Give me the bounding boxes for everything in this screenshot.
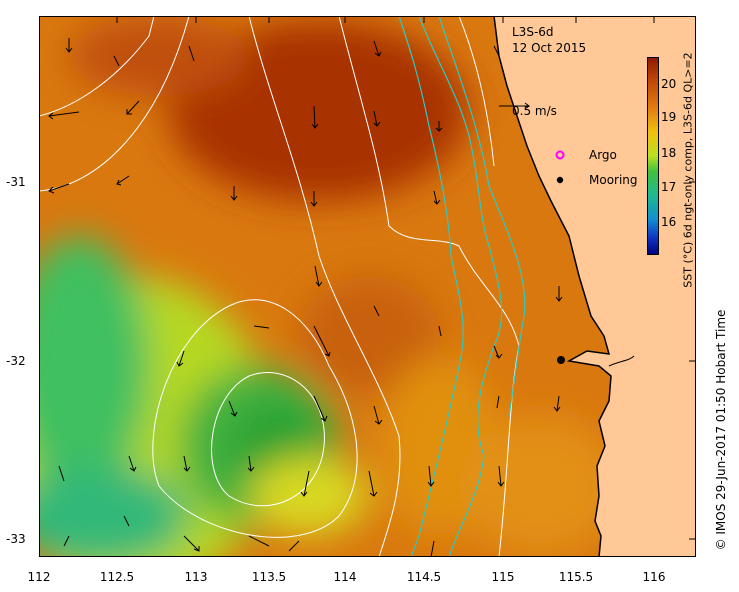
y-tick-label: -31 [6, 175, 26, 189]
isobaths [398, 16, 526, 557]
x-tick-label: 113.5 [251, 570, 287, 584]
mooring-legend-label: Mooring [589, 173, 638, 187]
sst-map-canvas [39, 16, 696, 557]
y-tick-label: -32 [6, 354, 26, 368]
sst-field [39, 16, 619, 557]
colorbar-tick: 20 [661, 77, 677, 91]
x-tick-label: 116 [642, 570, 666, 584]
x-tick-label: 115 [491, 570, 515, 584]
colorbar [647, 57, 659, 255]
colorbar-tick: 19 [661, 110, 677, 124]
x-tick-label: 112.5 [99, 570, 135, 584]
mooring-legend-marker [556, 176, 564, 184]
product-title: L3S-6d [512, 25, 554, 39]
mooring-marker [557, 356, 565, 364]
coastline [493, 16, 612, 557]
colorbar-tick: 18 [661, 146, 677, 160]
x-tick-label: 114 [333, 570, 357, 584]
x-tick-label: 113 [184, 570, 208, 584]
y-tick-label: -33 [6, 532, 26, 546]
colorbar-tick: 16 [661, 215, 677, 229]
sst-contours [39, 16, 520, 557]
sst-map [39, 16, 696, 557]
x-tick-label: 115.5 [558, 570, 594, 584]
velocity-scale-label: 0.5 m/s [512, 104, 557, 118]
x-tick-label: 112 [27, 570, 51, 584]
map-date: 12 Oct 2015 [512, 41, 587, 55]
current-vectors [48, 38, 563, 557]
x-tick-label: 114.5 [406, 570, 442, 584]
colorbar-tick: 17 [661, 180, 677, 194]
estuary-line [608, 355, 635, 367]
land-mass [494, 16, 696, 557]
map-border [39, 16, 696, 557]
argo-legend-label: Argo [589, 148, 617, 162]
argo-legend-marker [555, 150, 565, 160]
tick-marks [116, 16, 696, 540]
